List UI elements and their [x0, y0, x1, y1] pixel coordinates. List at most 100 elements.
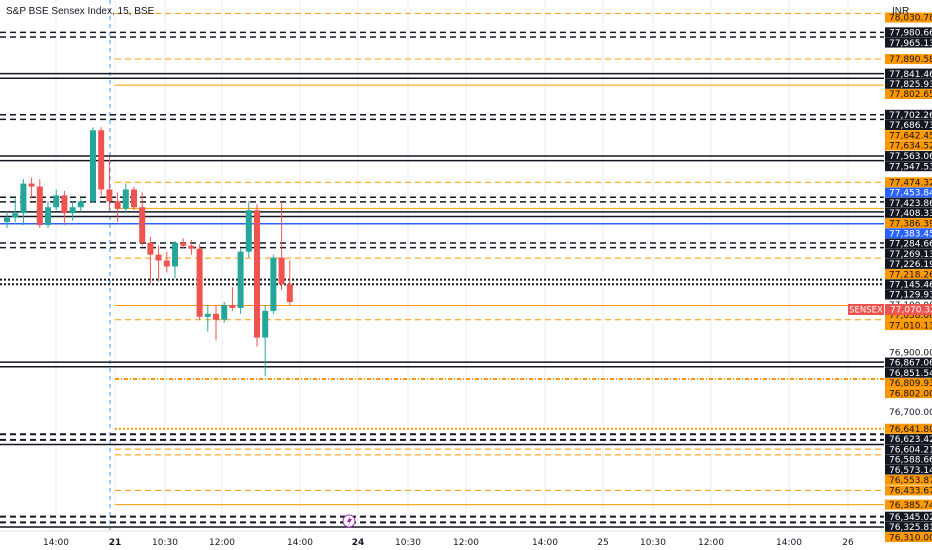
time-axis-label: 21 — [109, 538, 122, 548]
price-axis-label: 77,386.39 — [885, 218, 932, 229]
price-axis-label-text: 76,802.00 — [889, 389, 932, 399]
candle-body — [229, 304, 236, 308]
candle-body — [131, 189, 137, 208]
price-axis-label-text: 76,641.80 — [889, 425, 932, 435]
price-axis-label-text: 76,851.54 — [889, 369, 932, 379]
price-axis-label: 77,010.13 — [885, 320, 932, 331]
candle-body — [270, 257, 277, 311]
price-axis-label: 77,642.45 — [885, 130, 932, 141]
price-axis-label-text: 77,383.45 — [889, 229, 932, 239]
candle-body — [221, 304, 228, 320]
price-axis-label: 77,269.13 — [885, 248, 932, 260]
price-axis-label: 77,474.32 — [885, 177, 932, 188]
time-axis-label: 14:00 — [776, 538, 802, 548]
price-axis-label-text: 77,825.93 — [889, 80, 932, 90]
price-axis-label-text: 76,604.21 — [889, 445, 932, 455]
price-axis-label-text: 76,588.66 — [889, 456, 932, 466]
price-axis-label-text: 77,145.46 — [889, 280, 932, 290]
candle-body — [196, 248, 203, 317]
candle-body — [12, 213, 19, 218]
candle-body — [262, 310, 269, 338]
candle-body — [147, 242, 154, 255]
price-axis-label: 77,802.65 — [885, 88, 932, 100]
candle-body — [114, 201, 121, 209]
price-axis-label: 76,802.00 — [885, 388, 932, 399]
candle-body — [155, 254, 162, 261]
candle-body — [61, 195, 68, 214]
price-axis-label-text: 77,408.33 — [889, 209, 932, 219]
price-axis-label: 77,145.46 — [885, 279, 932, 290]
price-axis-label: 77,284.66 — [885, 238, 932, 250]
price-axis-label-text: 77,423.86 — [889, 199, 932, 209]
price-axis-label: 76,573.14 — [885, 464, 932, 476]
candle-body — [53, 195, 60, 208]
price-axis-label: 77,226.19 — [885, 258, 932, 270]
time-axis-background — [0, 531, 884, 550]
price-axis-label: 77,423.86 — [885, 197, 932, 209]
price-axis-label-text: 77,686.73 — [889, 121, 932, 131]
candles-layer[interactable] — [4, 127, 293, 377]
price-axis-label: 76,310.00 — [885, 532, 932, 543]
candle-body — [77, 201, 84, 208]
price-axis-label-text: 77,702.26 — [889, 111, 932, 121]
price-axis-label: 77,841.46 — [885, 68, 932, 80]
price-axis-label: 77,408.33 — [885, 207, 932, 219]
candle-body — [163, 260, 170, 267]
current-price-tag: SENSEX 77,070.32 — [848, 304, 932, 316]
price-axis-label: 77,129.93 — [885, 289, 932, 301]
price-axis-label-text: 76,553.87 — [889, 476, 932, 486]
candle-body — [237, 251, 244, 308]
currency-label: INR — [892, 6, 909, 17]
price-axis-label: 77,980.66 — [885, 27, 932, 39]
price-axis-label-text: 76,433.67 — [889, 487, 932, 497]
price-axis-label: 77,383.45 — [885, 228, 932, 239]
price-axis-label-text: 77,841.46 — [889, 70, 932, 80]
price-axis-label: 76,900.00 — [889, 349, 932, 359]
price-axis-label: 76,345.02 — [885, 511, 932, 523]
price-axis-label-text: 77,386.39 — [889, 219, 932, 229]
price-axis-label-text: 77,965.13 — [889, 39, 932, 49]
price-axis-label-text: 77,980.66 — [889, 29, 932, 39]
time-axis[interactable]: 14:00 21 10:30 12:00 14:00 24 10:30 12:00 14:00 2… — [0, 530, 884, 550]
candle-body — [139, 207, 146, 243]
price-axis-label: 77,218.26 — [885, 269, 932, 280]
price-axis-label-text: 76,867.06 — [889, 359, 932, 369]
price-axis-label: 76,700.00 — [889, 408, 932, 418]
price-axis-label-text: 77,802.65 — [889, 90, 932, 100]
time-axis-label: 12:00 — [698, 538, 724, 548]
price-axis-label: 76,588.66 — [885, 454, 932, 466]
time-axis-label: 25 — [597, 538, 608, 548]
candle-body — [172, 242, 178, 267]
time-axis-label: 26 — [842, 538, 854, 548]
time-axis-label: 14:00 — [43, 538, 69, 548]
price-axis-label-text: 77,547.53 — [889, 162, 932, 172]
candle-body — [278, 257, 285, 285]
price-axis-label: 76,809.93 — [885, 377, 932, 389]
price-axis-label-text: 77,642.45 — [889, 131, 932, 141]
candle-body — [69, 207, 76, 214]
price-axis-label: 76,604.21 — [885, 444, 932, 455]
candle-body — [98, 130, 105, 190]
price-axis-label-text: 77,890.58 — [889, 55, 932, 65]
time-axis-label: 10:30 — [395, 538, 421, 548]
price-axis-label: 76,851.54 — [885, 367, 932, 379]
price-axis-label: 77,702.26 — [885, 109, 932, 121]
candle-body — [36, 186, 43, 226]
candle-body — [213, 313, 219, 320]
lightning-icon[interactable] — [342, 514, 356, 528]
price-axis-label-text: 76,700.00 — [889, 408, 932, 418]
candle-body — [245, 210, 252, 252]
candle-body — [106, 189, 113, 202]
candle-body — [180, 242, 187, 246]
price-axis-label: 77,563.06 — [885, 151, 932, 162]
candle-body — [90, 130, 96, 202]
time-axis-label: 10:30 — [152, 538, 178, 548]
price-axis-label: 77,547.53 — [885, 161, 932, 172]
candle-body — [4, 217, 10, 223]
price-axis-label: 76,867.06 — [885, 357, 932, 369]
price-axis-label-text: 77,058.06 — [889, 311, 932, 321]
price-axis-label-text: 76,809.93 — [889, 379, 932, 389]
price-axis-label-text: 77,453.84 — [889, 189, 932, 199]
